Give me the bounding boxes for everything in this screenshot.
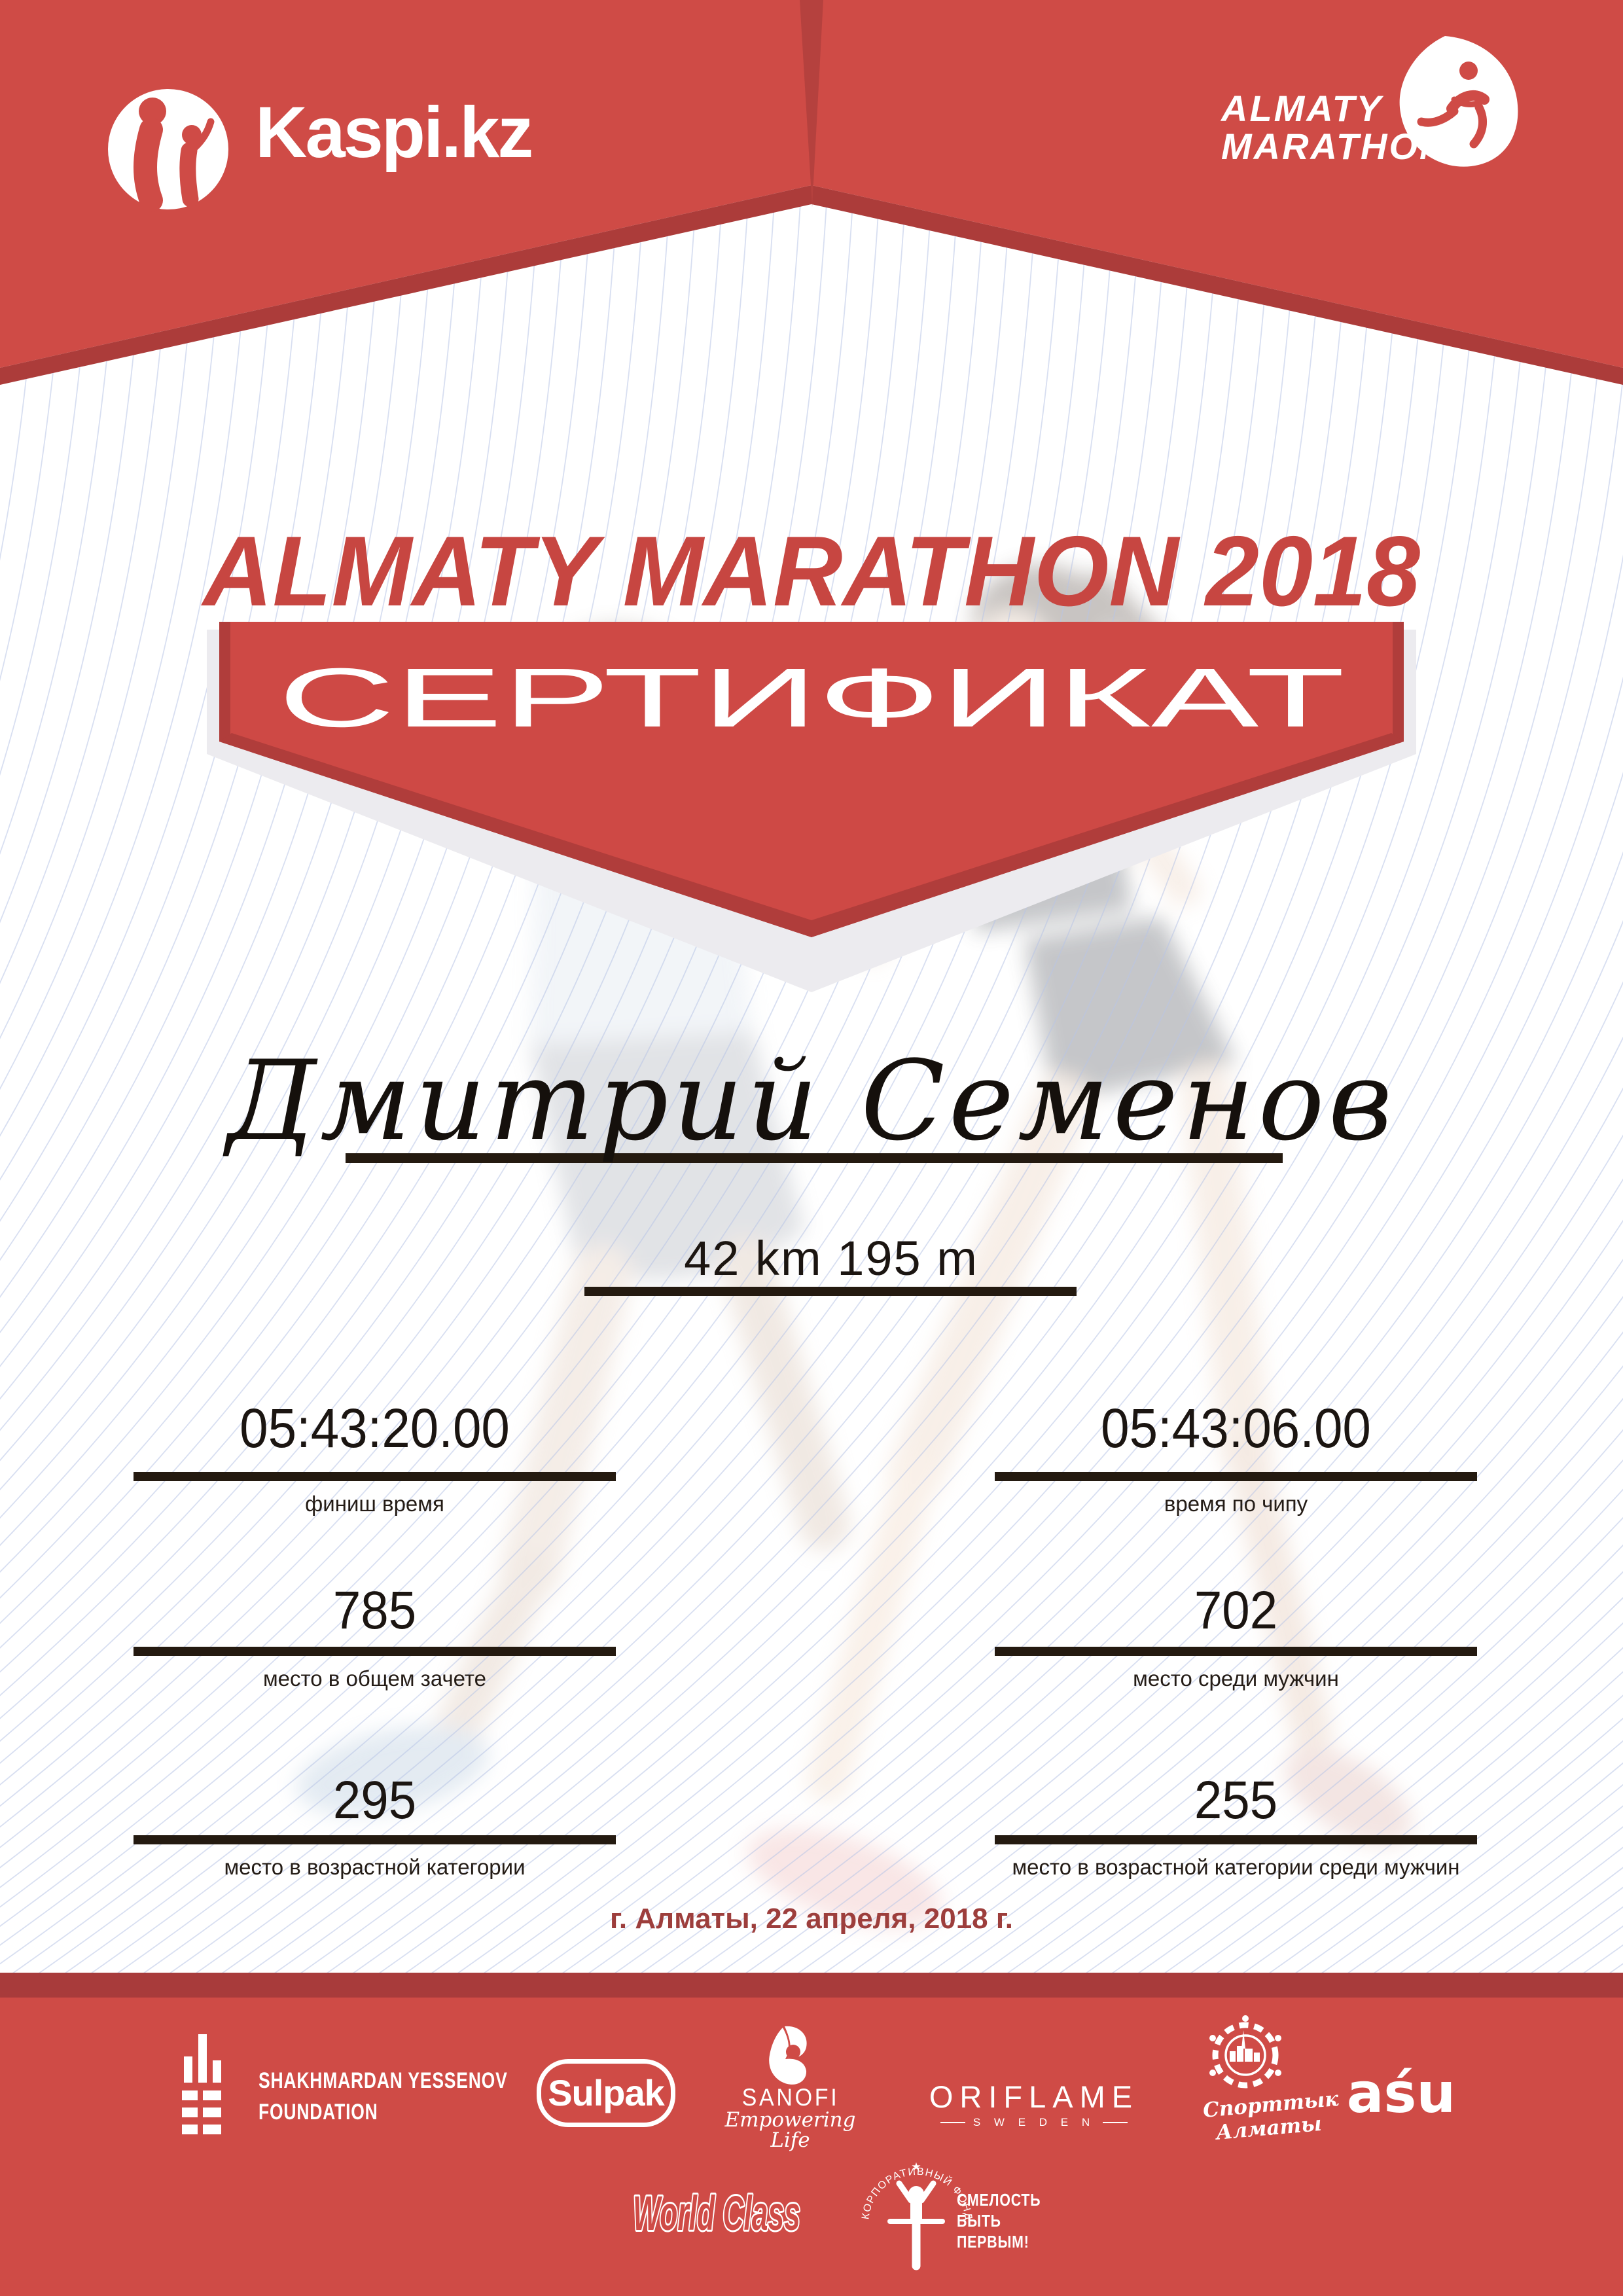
footer-stripe	[0, 1973, 1623, 1998]
yessenov-foundation-line1: SHAKHMARDAN YESSENOV	[259, 2068, 508, 2093]
stat-chip-time-value: 05:43:06.00	[1101, 1397, 1371, 1459]
stat-overall-place-label: место в общем зачете	[262, 1666, 487, 1691]
stat-finish-time-underline	[134, 1472, 616, 1481]
header-banner	[0, 0, 1623, 385]
almaty-marathon-wordmark-line1: ALMATY	[1221, 88, 1383, 129]
stat-chip-time-label: время по чипу	[1164, 1492, 1308, 1516]
stat-men-place-label: место среди мужчин	[1133, 1666, 1339, 1691]
page-title: ALMATY MARATHON 2018	[200, 516, 1420, 627]
oriflame-left-dash-icon	[940, 2121, 965, 2123]
stat-age-men-place-underline	[995, 1835, 1477, 1844]
certificate-label: СЕРТИФИКАТ	[278, 651, 1345, 745]
yessenov-foundation-line2: FOUNDATION	[259, 2100, 378, 2125]
certificate-banner: СЕРТИФИКАТ	[207, 622, 1416, 992]
stat-finish-time-label: финиш время	[305, 1492, 444, 1516]
stat-overall-place-value: 785	[332, 1581, 417, 1640]
sanofi-bird-icon	[769, 2026, 807, 2085]
fund-slogan-line2: БЫТЬ	[957, 2211, 1001, 2231]
sporttyq-almaty-emblem-icon	[1209, 2015, 1281, 2089]
stat-age-place-underline	[134, 1835, 616, 1844]
stat-men-place-value: 702	[1194, 1581, 1278, 1640]
sanofi-tagline: Empowering Life	[724, 2108, 856, 2152]
stat-men-place-underline	[995, 1647, 1477, 1656]
almaty-skyline-icon	[1230, 2030, 1260, 2062]
oriflame-subline: S W E D E N	[972, 2116, 1096, 2128]
star-icon: ★	[911, 2161, 921, 2173]
stat-age-place-value: 295	[332, 1770, 417, 1830]
footer-band	[0, 1998, 1623, 2296]
stat-age-men-place-label: место в возрастной категории среди мужчи…	[1012, 1855, 1460, 1879]
stat-overall-place-underline	[134, 1647, 616, 1656]
corporate-fund-emblem: КОРПОРАТИВНЫЙ ФОНД ★	[860, 2161, 973, 2270]
sulpak-logo: Sulpak	[537, 2059, 675, 2127]
fund-slogan-line1: СМЕЛОСТЬ	[957, 2190, 1041, 2210]
name-underline	[346, 1153, 1283, 1163]
fund-slogan-line3: ПЕРВЫМ!	[957, 2232, 1029, 2251]
kaspi-wordmark: Kaspi.kz	[255, 92, 533, 173]
kaspi-logo-icon	[108, 89, 228, 212]
world-class-wordmark: World Class	[633, 2186, 800, 2240]
participant-name: Дмитрий Семенов	[226, 1037, 1397, 1165]
stat-chip-time-underline	[995, 1472, 1477, 1481]
yessenov-foundation-icon	[182, 2034, 221, 2134]
oriflame-wordmark: ORIFLAME	[929, 2079, 1139, 2114]
center-spike	[800, 0, 823, 207]
stat-age-men-place-value: 255	[1194, 1770, 1278, 1830]
world-class-logo: World Class	[632, 2185, 802, 2242]
sanofi-wordmark: SANOFI	[741, 2084, 840, 2111]
sulpak-wordmark: Sulpak	[548, 2072, 665, 2113]
runner-icon	[1417, 62, 1489, 149]
date-location: г. Алматы, 22 апреля, 2018 г.	[610, 1903, 1013, 1935]
almaty-marathon-wordmark-line2: MARATHON	[1221, 126, 1448, 167]
oriflame-right-dash-icon	[1103, 2121, 1128, 2123]
asu-wordmark: aśu	[1346, 2061, 1456, 2125]
oriflame-sweden-row: S W E D E N	[916, 2117, 1152, 2128]
distance-underline	[584, 1287, 1077, 1296]
fund-runner-figure-icon	[887, 2180, 945, 2270]
stat-age-place-label: место в возрастной категории	[224, 1855, 526, 1879]
participant-distance: 42 km 195 m	[684, 1231, 978, 1285]
almaty-marathon-logo-icon	[1399, 36, 1518, 167]
stat-finish-time-value: 05:43:20.00	[240, 1397, 510, 1459]
